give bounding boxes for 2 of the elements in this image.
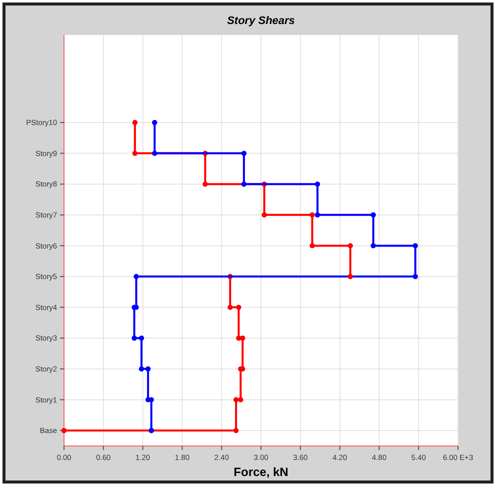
x-axis-title: Force, kN — [234, 465, 288, 479]
chart-title: Story Shears — [227, 15, 295, 27]
